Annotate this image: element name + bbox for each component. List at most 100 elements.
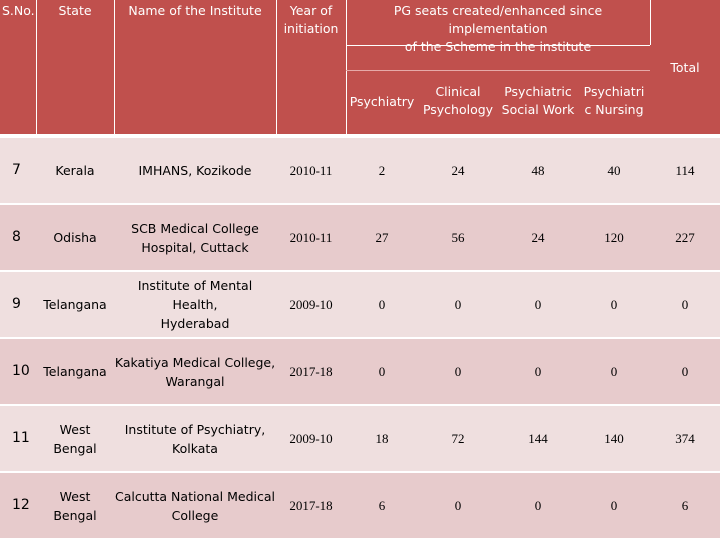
cell-clinical-psychology: 56 <box>451 230 465 245</box>
cell-clinical-psychology: 72 <box>451 431 465 446</box>
cell-institute-line2: Hyderabad <box>160 316 230 331</box>
header-clinical-psychology: Clinical Psychology <box>418 83 498 119</box>
header-clinical-line1: Clinical <box>435 84 481 99</box>
cell-institute-line1: Institute of Psychiatry, <box>124 421 266 437</box>
cell-institute: Institute of Psychiatry, Kolkata <box>114 406 276 471</box>
header-pg-seats: PG seats created/enhanced since implemen… <box>346 2 650 56</box>
cell-state-line1: West <box>59 421 91 437</box>
cell-institute-line2: Warangal <box>165 373 225 389</box>
header-psychiatry: Psychiatry <box>349 94 415 109</box>
cell-year: 2010-11 <box>289 163 333 178</box>
cell-clinical-psychology: 0 <box>454 364 462 379</box>
cell-year: 2009-10 <box>289 297 333 312</box>
cell-psychiatry: 0 <box>378 297 386 312</box>
cell-sno: 11 <box>12 430 30 446</box>
cell-psychiatric-social-work: 0 <box>534 297 542 312</box>
cell-total: 0 <box>681 364 689 379</box>
cell-institute-line2: Kolkata <box>172 440 218 456</box>
cell-state-line1: Odisha <box>53 230 97 245</box>
header-pn-line2: c Nursing <box>584 102 644 117</box>
cell-state: Odisha <box>36 205 114 270</box>
cell-institute-line1: Calcutta National Medical <box>114 488 276 504</box>
table-row: 9 Telangana Institute of Mental Health, Hyd… <box>0 271 720 337</box>
table-row: 12 West Bengal Calcutta National Medical Col… <box>0 472 720 538</box>
cell-psychiatric-nursing: 120 <box>604 230 624 245</box>
header-clinical-line2: Psychology <box>422 102 494 117</box>
header-divider <box>36 0 37 134</box>
cell-state-line2: Bengal <box>53 507 97 523</box>
header-pn-line1: Psychiatri <box>583 84 645 99</box>
cell-institute-line1: Kakatiya Medical College, <box>114 354 276 370</box>
cell-institute: SCB Medical College Hospital, Cuttack <box>114 205 276 270</box>
cell-psychiatric-social-work: 48 <box>531 163 545 178</box>
header-pg-line2: of the Scheme in the institute <box>404 39 592 54</box>
cell-psychiatry: 2 <box>378 163 386 178</box>
cell-sno: 9 <box>12 296 21 312</box>
header-divider <box>346 45 650 46</box>
cell-psychiatric-social-work: 24 <box>531 230 545 245</box>
cell-psychiatry: 18 <box>375 431 389 446</box>
cell-total: 114 <box>675 163 695 178</box>
cell-year: 2010-11 <box>289 230 333 245</box>
cell-state-line1: Telangana <box>43 364 107 379</box>
header-institute: Name of the Institute <box>128 3 262 18</box>
cell-sno: 12 <box>12 497 30 513</box>
header-divider <box>114 0 115 134</box>
header-psw-line1: Psychiatric <box>504 84 572 99</box>
header-pg-line1: PG seats created/enhanced since implemen… <box>393 3 603 36</box>
header-divider <box>346 0 347 134</box>
cell-total: 227 <box>675 230 695 245</box>
header-sno: S.No. <box>2 3 35 18</box>
cell-state: Kerala <box>36 138 114 203</box>
header-divider <box>650 0 651 45</box>
header-year-line1: Year of <box>289 3 333 18</box>
cell-institute-line2: College <box>171 507 219 523</box>
cell-psychiatric-nursing: 0 <box>610 297 618 312</box>
table-row: 10 Telangana Kakatiya Medical College, Wara… <box>0 338 720 404</box>
header-year: Year of initiation <box>276 2 346 38</box>
cell-psychiatric-social-work: 144 <box>528 431 548 446</box>
cell-total: 6 <box>681 498 689 513</box>
table-row: 11 West Bengal Institute of Psychiatry, Kolk… <box>0 405 720 471</box>
cell-psychiatric-nursing: 40 <box>607 163 621 178</box>
cell-institute-line2: Hospital, Cuttack <box>141 239 249 255</box>
cell-year: 2017-18 <box>289 364 333 379</box>
cell-psychiatric-nursing: 0 <box>610 364 618 379</box>
cell-psychiatric-nursing: 0 <box>610 498 618 513</box>
cell-psychiatry: 27 <box>375 230 389 245</box>
cell-state-line1: Kerala <box>55 163 95 178</box>
cell-year: 2017-18 <box>289 498 333 513</box>
cell-institute: Calcutta National Medical College <box>114 473 276 538</box>
cell-psychiatry: 0 <box>378 364 386 379</box>
header-year-line2: initiation <box>283 21 339 36</box>
cell-state-line1: Telangana <box>43 297 107 312</box>
header-divider <box>346 70 650 71</box>
cell-total: 374 <box>675 431 695 446</box>
cell-state-line1: West <box>59 488 91 504</box>
header-psw-line2: Social Work <box>501 102 575 117</box>
cell-sno: 10 <box>12 363 30 379</box>
cell-institute: IMHANS, Kozikode <box>114 138 276 203</box>
cell-psychiatric-social-work: 0 <box>534 498 542 513</box>
table-row: 7 Kerala IMHANS, Kozikode 2010-11 2 24 48 40 114 <box>0 137 720 203</box>
cell-institute: Kakatiya Medical College, Warangal <box>114 339 276 404</box>
cell-clinical-psychology: 0 <box>454 297 462 312</box>
cell-sno: 7 <box>12 162 21 178</box>
table-row: 8 Odisha SCB Medical College Hospital, Cutt… <box>0 204 720 270</box>
cell-psychiatric-nursing: 140 <box>604 431 624 446</box>
cell-institute-line1: SCB Medical College <box>131 220 259 236</box>
header-psychiatric-social-work: Psychiatric Social Work <box>498 83 578 119</box>
cell-sno: 8 <box>12 229 21 245</box>
header-psychiatric-nursing: Psychiatri c Nursing <box>578 83 650 119</box>
cell-state: Telangana <box>36 272 114 337</box>
cell-institute-line1: Institute of Mental Health, <box>137 278 253 312</box>
cell-institute: Institute of Mental Health, Hyderabad <box>114 272 276 337</box>
cell-clinical-psychology: 24 <box>451 163 465 178</box>
header-state: State <box>58 3 92 18</box>
cell-state-line2: Bengal <box>53 440 97 456</box>
cell-clinical-psychology: 0 <box>454 498 462 513</box>
cell-total: 0 <box>681 297 689 312</box>
header-divider <box>276 0 277 134</box>
cell-psychiatric-social-work: 0 <box>534 364 542 379</box>
